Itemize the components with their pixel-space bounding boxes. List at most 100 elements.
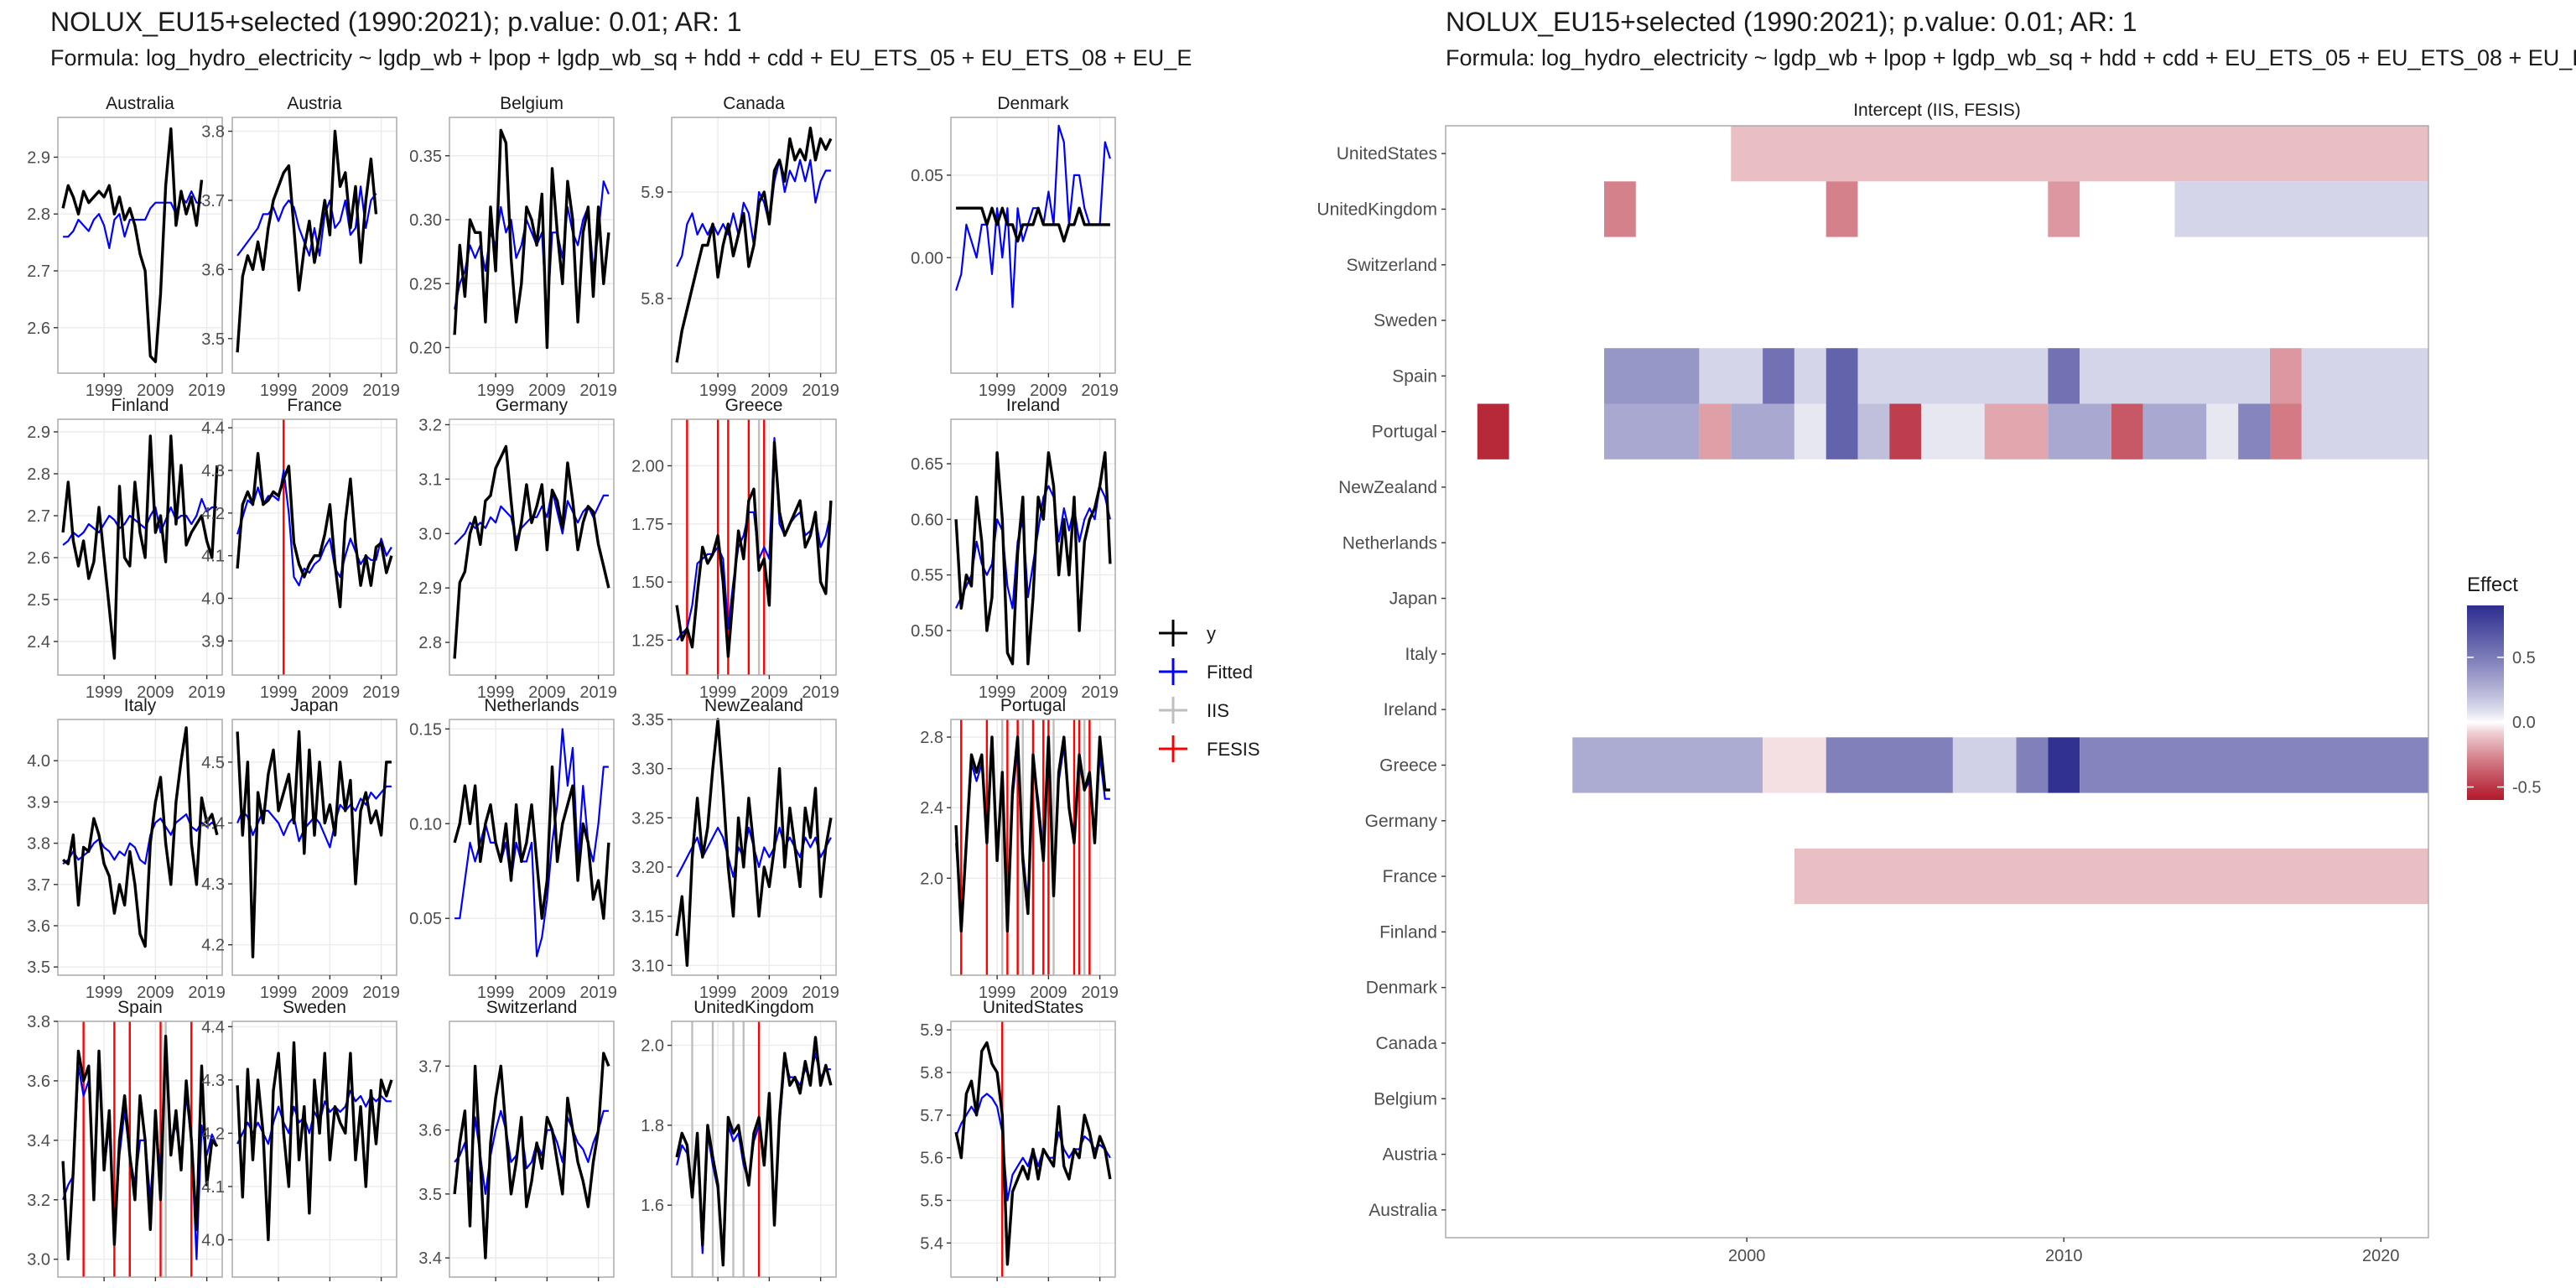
heatmap-cell	[2080, 737, 2428, 793]
heatmap-cell	[1826, 737, 1953, 793]
facet-switzerland: Switzerland 3.4 3.5 3.6 3.7 1999 2009 2019	[418, 998, 617, 1288]
right-chart-title: NOLUX_EU15+selected (1990:2021); p.value…	[1446, 7, 2137, 37]
y-tick-label: 0.65	[911, 455, 943, 474]
x-tick-label: 1999	[979, 984, 1016, 1002]
panel-background	[672, 419, 836, 675]
facet-title: Japan	[290, 696, 338, 715]
heatmap-cell	[2080, 348, 2270, 404]
y-tick-label: 4.1	[201, 1178, 225, 1197]
y-tick-label: 4.4	[201, 814, 225, 833]
heatmap-cell	[2142, 403, 2207, 460]
panel-background	[232, 1021, 397, 1277]
x-tick-label: 1999	[699, 1285, 737, 1288]
heatmap-cell	[2238, 403, 2270, 460]
y-tick-label: 0.60	[911, 511, 943, 529]
country-label: UnitedStates	[1337, 144, 1437, 164]
x-tick-label: 1999	[979, 683, 1016, 702]
country-label: Italy	[1405, 645, 1437, 664]
y-tick-label: 2.6	[27, 319, 50, 338]
heatmap-cell	[1572, 737, 1763, 793]
facet-title: Denmark	[997, 94, 1069, 113]
y-tick-label: 3.25	[631, 809, 664, 828]
y-tick-label: 2.9	[418, 579, 442, 598]
y-tick-label: 0.10	[409, 815, 442, 834]
facet-title: Spain	[117, 998, 163, 1017]
y-tick-label: 4.3	[201, 1072, 225, 1090]
y-tick-label: 0.25	[409, 275, 442, 293]
left-chart-title: NOLUX_EU15+selected (1990:2021); p.value…	[50, 7, 742, 37]
x-tick-label: 2009	[1030, 683, 1067, 702]
x-tick-label: 2019	[1081, 683, 1119, 702]
y-tick-label: 3.7	[201, 192, 225, 210]
y-tick-label: 2.9	[27, 148, 50, 167]
legend-tick-label: 0.0	[2512, 714, 2536, 732]
x-tick-label: 2009	[311, 382, 349, 400]
y-series-line	[236, 129, 378, 353]
heatmap-cell	[1731, 403, 1794, 460]
panel-border	[231, 117, 397, 374]
y-tick-label: 1.8	[641, 1117, 664, 1135]
facet-title: Canada	[723, 94, 785, 113]
x-tick-label: 2019	[188, 683, 226, 702]
panel-border	[950, 418, 1116, 676]
y-tick-label: 2.0	[641, 1037, 664, 1056]
y-tick-label: 3.8	[201, 122, 225, 141]
heatmap-border	[1445, 125, 2429, 1239]
y-tick-label: 2.8	[27, 205, 50, 224]
heatmap-cell	[1826, 181, 1858, 237]
legend-colorbar	[2467, 605, 2504, 800]
y-tick-label: 3.0	[418, 525, 442, 543]
y-tick-label: 0.55	[911, 567, 943, 585]
legend-tick-label: 0.5	[2512, 649, 2536, 667]
x-tick-label: 1999	[260, 683, 298, 702]
facet-title: Germany	[496, 396, 569, 415]
facet-title: UnitedStates	[983, 998, 1083, 1017]
x-tick-label: 1999	[699, 683, 737, 702]
heatmap-cell	[1794, 403, 1826, 460]
y-tick-label: 3.6	[201, 261, 225, 279]
facet-finland: Finland 2.4 2.5 2.6 2.7 2.8 2.9 1999 2009 2019	[27, 396, 226, 702]
heatmap-panel-title: Intercept (IIS, FESIS)	[1853, 101, 2021, 120]
country-label: Canada	[1375, 1034, 1437, 1053]
y-tick-label: 2.7	[27, 507, 50, 526]
facet-unitedkingdom: UnitedKingdom 1.6 1.8 2.0 1999 2009 2019	[641, 998, 839, 1288]
y-tick-label: 2.9	[27, 423, 50, 442]
x-tick-label: 1999	[979, 1285, 1016, 1288]
y-series-line	[675, 441, 833, 658]
y-tick-label: 3.35	[631, 711, 664, 730]
y-tick-label: 3.10	[631, 957, 664, 975]
heatmap-cell	[2301, 403, 2428, 460]
facet-ireland: Ireland 0.50 0.55 0.60 0.65 1999 2009 2019	[911, 396, 1119, 702]
heatmap-cell	[2048, 181, 2080, 237]
x-tick-label: 2019	[802, 683, 839, 702]
x-tick-label: 1999	[979, 382, 1016, 400]
heatmap-cell	[2270, 348, 2302, 404]
y-tick-label: 1.25	[631, 631, 664, 650]
facet-japan: Japan 4.2 4.3 4.4 4.5 1999 2009 2019	[201, 696, 400, 1002]
country-label: Netherlands	[1343, 533, 1437, 553]
y-tick-label: 3.1	[418, 470, 442, 489]
y-tick-label: 3.4	[418, 1249, 442, 1268]
panel-border	[449, 117, 615, 374]
facet-title: UnitedKingdom	[693, 998, 814, 1017]
facet-australia: Australia 2.6 2.7 2.8 2.9 1999 2009 2019	[27, 94, 226, 400]
y-tick-label: 3.20	[631, 859, 664, 877]
y-tick-label: 2.6	[27, 549, 50, 568]
x-tick-label: 2009	[528, 382, 566, 400]
panel-background	[449, 419, 614, 675]
y-tick-label: 2.00	[631, 457, 664, 475]
x-tick-label: 2019	[188, 1285, 226, 1288]
y-tick-label: 2.8	[920, 729, 943, 747]
facet-title: Australia	[106, 94, 174, 113]
y-series-line	[61, 434, 219, 660]
y-tick-label: 4.4	[201, 419, 225, 438]
heatmap-cell	[1826, 403, 1858, 460]
x-tick-label: 2019	[362, 984, 400, 1002]
x-tick-label: 2009	[311, 1285, 349, 1288]
facet-title: Italy	[124, 696, 157, 715]
y-tick-label: 3.0	[27, 1251, 50, 1270]
y-tick-label: 3.2	[27, 1192, 50, 1210]
y-tick-label: 2.7	[27, 262, 50, 281]
panel-background	[449, 1021, 614, 1277]
y-tick-label: 0.20	[409, 340, 442, 358]
